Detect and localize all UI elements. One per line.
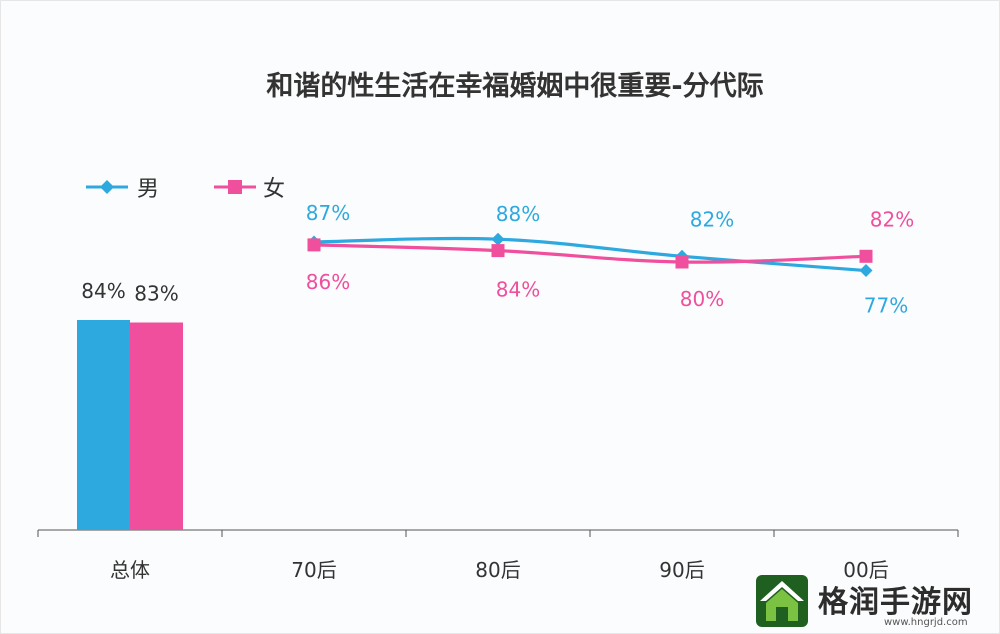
watermark-logo-icon <box>756 575 808 627</box>
point-marker-1-3 <box>859 249 873 263</box>
data-label-group: 84% 83% 87% 88% 82% 77% 86% 84% 80% 82% <box>81 201 914 317</box>
data-label-0-2: 82% <box>690 207 734 231</box>
data-label-0-1: 88% <box>496 202 540 226</box>
legend-label-male: 男 <box>137 177 159 202</box>
data-label-total-1: 83% <box>134 282 178 306</box>
watermark-url: www.hngrjd.com <box>884 617 968 628</box>
bar-group <box>77 320 183 530</box>
legend-label-female: 女 <box>263 177 285 202</box>
line-group <box>313 236 867 273</box>
x-axis: 总体 70后 80后 90后 00后 <box>37 529 959 582</box>
legend-item-male: 男 <box>86 177 159 202</box>
point-marker-0-3 <box>859 264 873 278</box>
legend-item-female: 女 <box>214 177 285 202</box>
data-label-0-3: 77% <box>864 294 908 318</box>
point-marker-0-1 <box>491 232 505 246</box>
legend: 男 女 <box>86 177 285 202</box>
marker-group <box>307 232 873 278</box>
x-tick-label-4: 00后 <box>843 558 888 582</box>
series-line-0 <box>313 236 867 273</box>
chart-title: 和谐的性生活在幸福婚姻中很重要-分代际 <box>266 70 763 102</box>
point-marker-1-1 <box>491 244 505 258</box>
data-label-1-3: 82% <box>870 207 914 231</box>
watermark: 格润手游网 www.hngrjd.com <box>752 573 992 629</box>
data-label-1-2: 80% <box>680 287 724 311</box>
watermark-text: 格润手游网 <box>818 585 973 620</box>
point-marker-1-0 <box>307 238 321 252</box>
data-label-0-0: 87% <box>306 201 350 225</box>
series-line-1 <box>313 243 867 264</box>
legend-marker-diamond-icon <box>100 180 114 194</box>
legend-marker-square-icon <box>228 180 242 194</box>
data-label-1-1: 84% <box>496 278 540 302</box>
x-tick-label-1: 70后 <box>291 558 336 582</box>
x-tick-label-2: 80后 <box>475 558 520 582</box>
x-tick-label-3: 90后 <box>659 558 704 582</box>
data-label-total-0: 84% <box>81 279 125 303</box>
data-label-1-0: 86% <box>306 270 350 294</box>
bar-total-1 <box>130 322 183 530</box>
x-tick-label-0: 总体 <box>110 558 150 582</box>
bar-total-0 <box>77 320 130 530</box>
point-marker-1-2 <box>675 255 689 269</box>
